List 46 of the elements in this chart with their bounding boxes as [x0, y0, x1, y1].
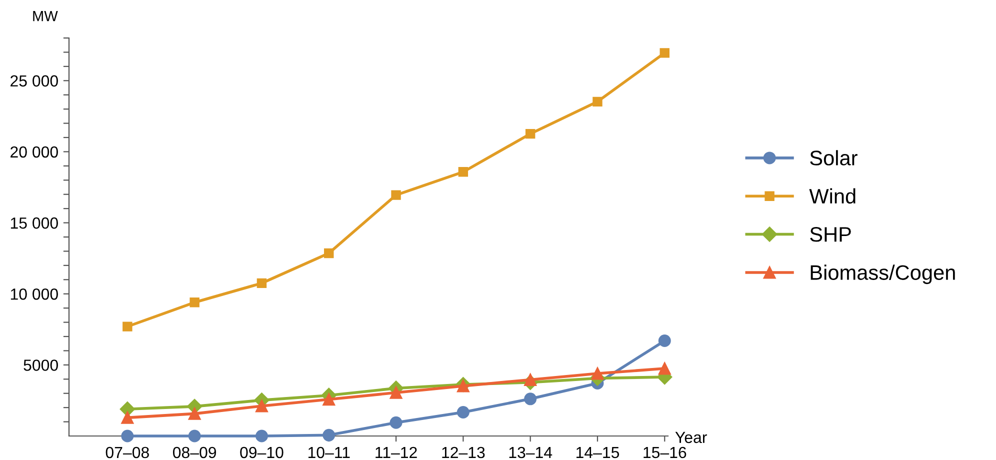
point [122, 322, 132, 332]
x-tick-label: 14–15 [576, 447, 620, 458]
x-tick-label: 11–12 [376, 446, 417, 458]
point [188, 407, 201, 420]
y-tick-label: 20 000 [10, 146, 58, 158]
point [658, 334, 671, 348]
x-tick-label: 07–08 [106, 446, 149, 458]
point [390, 416, 402, 429]
point [190, 298, 200, 308]
x-tick-label: 08–09 [172, 446, 216, 458]
y-axis-title: MW [33, 11, 58, 22]
point [322, 393, 336, 406]
y-tick-label: 25 000 [10, 75, 58, 87]
legend-label: Biomass/Cogen [810, 264, 955, 284]
x-axis-title: Year [675, 432, 707, 444]
legend-label: SHP [810, 227, 851, 242]
point [456, 380, 470, 392]
point [322, 428, 336, 442]
point [255, 430, 268, 442]
point [256, 278, 267, 288]
y-tick-label: 15 000 [10, 217, 58, 229]
point [390, 386, 402, 399]
x-tick-label: 10–11 [308, 446, 350, 458]
point [660, 48, 670, 58]
point [255, 400, 268, 412]
point [456, 406, 470, 419]
point [391, 190, 401, 200]
legend-label: Wind [809, 188, 856, 204]
point [458, 167, 468, 177]
y-tick-label: 10 000 [10, 288, 58, 300]
point [324, 248, 334, 258]
point [524, 373, 537, 386]
x-tick-label: 15–16 [644, 446, 686, 458]
point [121, 411, 134, 424]
legend-label: Solar [810, 150, 858, 166]
point [525, 128, 536, 139]
point [592, 96, 602, 107]
x-tick-label: 13–14 [509, 446, 552, 458]
point [591, 367, 604, 380]
point [188, 430, 201, 442]
x-tick-label: 12–13 [442, 446, 485, 458]
y-tick-label: 5000 [24, 360, 58, 371]
point [524, 392, 537, 406]
x-tick-label: 09–10 [240, 446, 284, 458]
point [658, 362, 671, 375]
point [121, 430, 134, 442]
